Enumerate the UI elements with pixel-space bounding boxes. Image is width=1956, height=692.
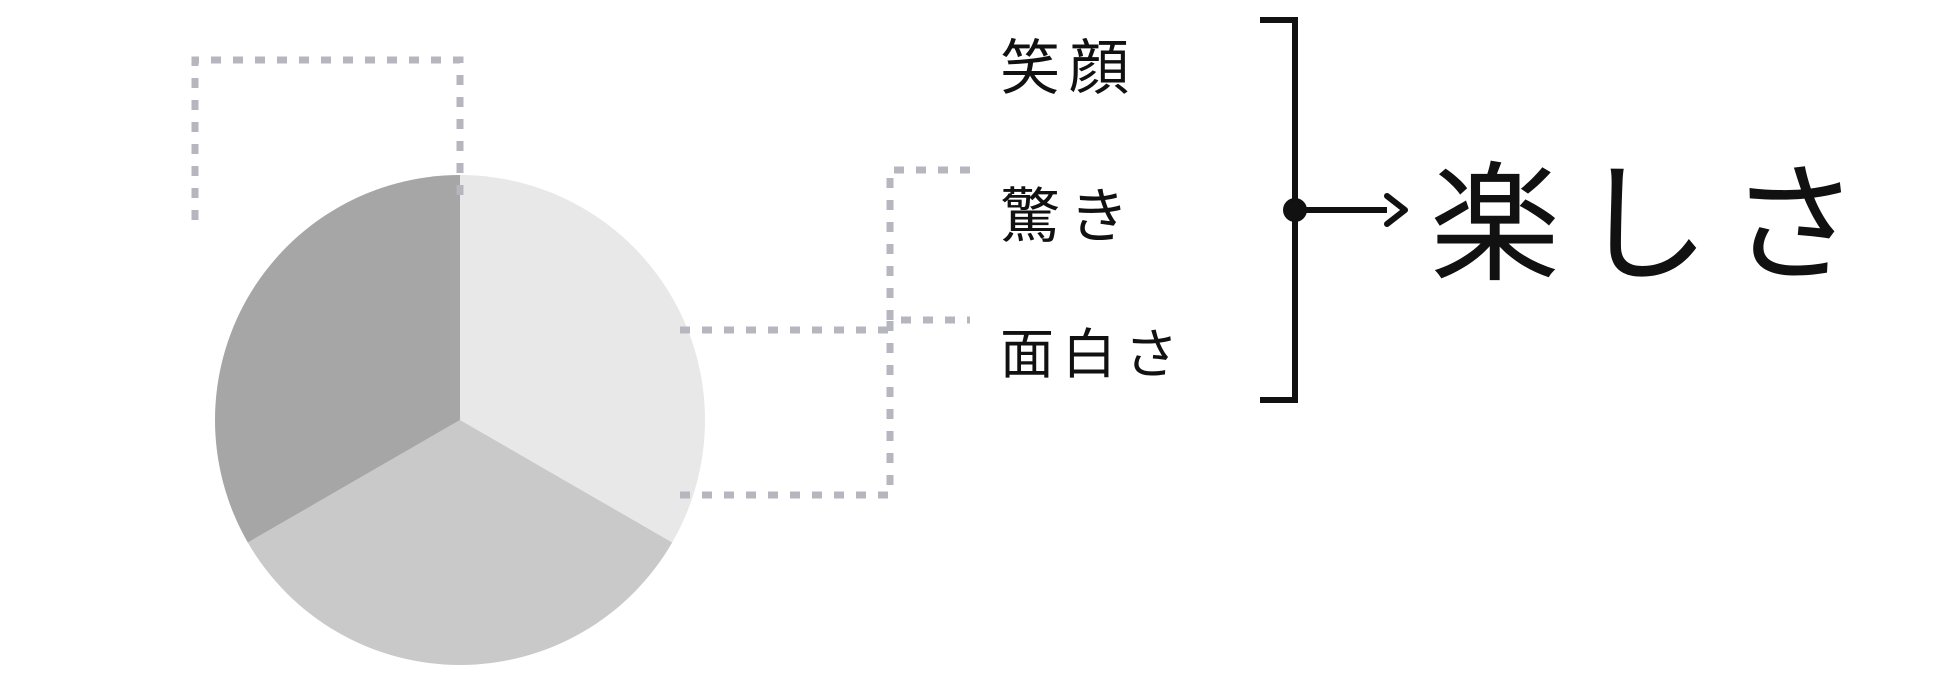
label-smile: 笑顔 (1000, 20, 1138, 107)
leader-line-2 (680, 320, 970, 495)
label-enjoyment: 楽しさ (1430, 120, 1879, 308)
diagram-svg (0, 0, 1956, 692)
leader-line-1 (680, 170, 970, 330)
pie-chart (215, 175, 705, 665)
label-surprise: 驚き (1000, 168, 1138, 255)
grouping-bracket (1263, 20, 1405, 400)
label-fun: 面白さ (1000, 310, 1186, 389)
diagram-stage: 笑顔 驚き 面白さ 楽しさ (0, 0, 1956, 692)
